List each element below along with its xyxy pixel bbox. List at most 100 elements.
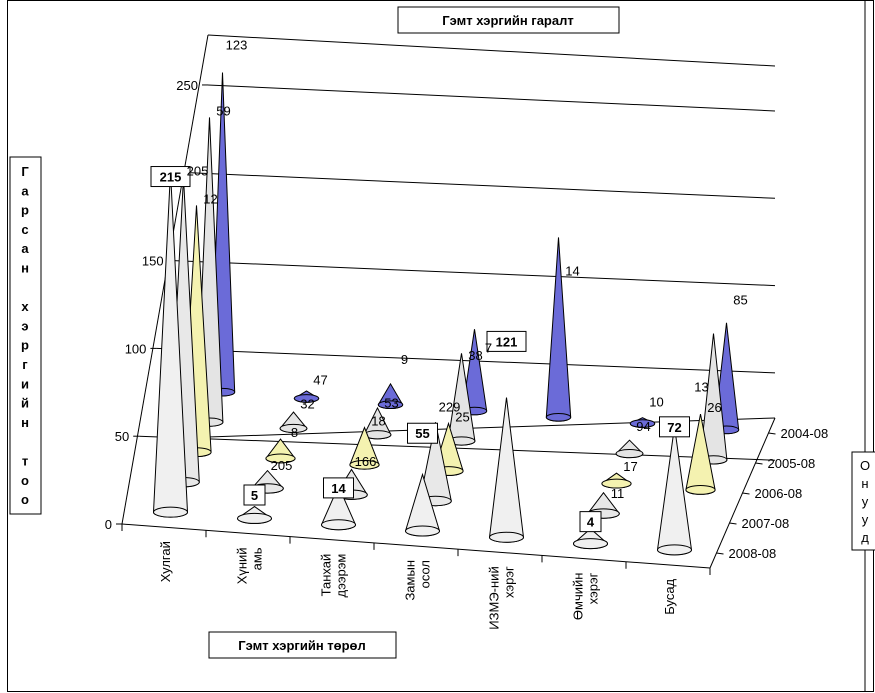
x-axis-title-text: Гэмт хэргийн төрөл [238, 638, 365, 653]
y-axis-title-char: Г [21, 164, 29, 179]
x-tick-label: Хулгай [158, 541, 173, 582]
data-label: 72 [667, 420, 681, 435]
cone-base [489, 531, 524, 543]
z-axis-title-char: н [861, 476, 868, 491]
cone-base [685, 484, 716, 495]
y-axis-title-char: о [21, 492, 29, 507]
x-tick-label-line: Танхай [319, 554, 334, 597]
cone-base [601, 478, 632, 489]
x-tick-label-line: дээрэм [334, 554, 349, 598]
z-axis-title-char: О [860, 458, 870, 473]
gridlines [139, 84, 776, 461]
y-axis-title-char: с [21, 222, 28, 237]
data-label: 17 [623, 459, 637, 474]
data-label: 47 [313, 373, 327, 388]
y-axis-title-char: р [21, 338, 29, 353]
cone-base [573, 538, 608, 550]
y-tick-label: 250 [176, 78, 198, 93]
x-tick-label-line: Өмчийн [571, 573, 586, 621]
data-label: 38 [468, 348, 482, 363]
data-label: 10 [649, 395, 663, 410]
y-axis-title-char: н [21, 261, 29, 276]
data-label: 14 [331, 481, 346, 496]
cone-base [279, 423, 308, 434]
x-tick-label: Хүний амь [235, 547, 265, 584]
z-axis-title-char: у [862, 494, 869, 509]
x-tick-label: Бусад [662, 578, 677, 614]
cone-base [545, 412, 572, 422]
x-tick-label-line: хэрэг [502, 566, 517, 598]
gridline [207, 84, 776, 112]
data-labels: 215 5 14 55 121 4 72 205 205 166 229 11 13 12 8 18 25 17 2… [150, 38, 748, 533]
data-label: 12 [203, 191, 217, 206]
x-tick-label-line: ИЗМЭ-ний [487, 566, 502, 629]
data-label: 85 [733, 292, 747, 307]
z-tick-mark [755, 462, 763, 465]
x-tick-label-line: осол [418, 560, 433, 588]
x-axis-title: Гэмт хэргийн төрөл [208, 631, 397, 659]
data-label: 205 [271, 458, 293, 473]
cone-base [265, 453, 296, 464]
y-tick-label: 150 [142, 254, 164, 269]
data-label: 59 [216, 103, 230, 118]
data-label: 18 [371, 414, 385, 429]
data-label: 13 [694, 379, 708, 394]
z-tick-label: 2008-08 [729, 546, 777, 561]
y-axis-title-char: и [21, 376, 29, 391]
x-tick-label: Өмчийн хэрэг [571, 572, 601, 620]
cone-base [293, 394, 320, 403]
data-label: 32 [300, 397, 314, 412]
data-label: 7 [485, 341, 492, 356]
x-tick-label-line: Замын [403, 560, 418, 601]
data-label: 4 [587, 515, 595, 530]
data-label: 53 [384, 395, 398, 410]
x-tick-label: ИЗМЭ-ний хэрэг [487, 566, 517, 630]
data-label: 14 [565, 264, 579, 279]
data-label: 166 [355, 454, 377, 469]
z-tick-mark [716, 552, 724, 555]
data-label-box [150, 166, 191, 188]
y-axis-title-char: т [22, 454, 28, 469]
x-tick-label: Танхай дээрэм [319, 554, 349, 598]
chart-title: Гэмт хэргийн гаралт [397, 6, 620, 34]
cone-base [657, 544, 692, 556]
cone-base [153, 506, 188, 518]
x-tick-label-line: амь [250, 547, 265, 570]
z-tick-label: 2005-08 [768, 456, 816, 471]
cone-base [377, 400, 404, 410]
y-axis-title-char: а [21, 183, 29, 198]
x-tick-label-line: Хүний [235, 547, 250, 584]
y-axis-title-char: й [21, 396, 29, 411]
data-label: 25 [455, 409, 469, 424]
cone-base [615, 448, 644, 459]
cone-base [629, 419, 656, 428]
data-label-box [323, 477, 354, 499]
y-tick-label: 100 [125, 341, 147, 356]
y-axis-title-char: н [21, 415, 29, 430]
data-label: 205 [187, 163, 209, 178]
cone-base [349, 459, 380, 470]
data-label: 94 [636, 419, 650, 434]
y-axis-title-char: х [21, 299, 29, 314]
z-tick-mark [768, 432, 776, 435]
data-label: 9 [401, 352, 408, 367]
data-label: 55 [415, 426, 429, 441]
cone-base [321, 519, 356, 531]
z-axis-title-char: д [861, 530, 869, 545]
x-tick-label-line: Хулгай [158, 541, 173, 582]
data-label-box [243, 484, 266, 506]
data-series [152, 72, 740, 556]
y-axis-title-char: р [21, 203, 29, 218]
data-label: 121 [496, 334, 518, 349]
data-label: 229 [439, 399, 461, 414]
data-label: 215 [160, 170, 182, 185]
gridline [156, 347, 776, 374]
y-tick-label: 50 [115, 429, 129, 444]
data-label-box [659, 416, 690, 438]
y-tick-label: 0 [105, 517, 112, 532]
y-axis-title-char: э [21, 318, 28, 333]
